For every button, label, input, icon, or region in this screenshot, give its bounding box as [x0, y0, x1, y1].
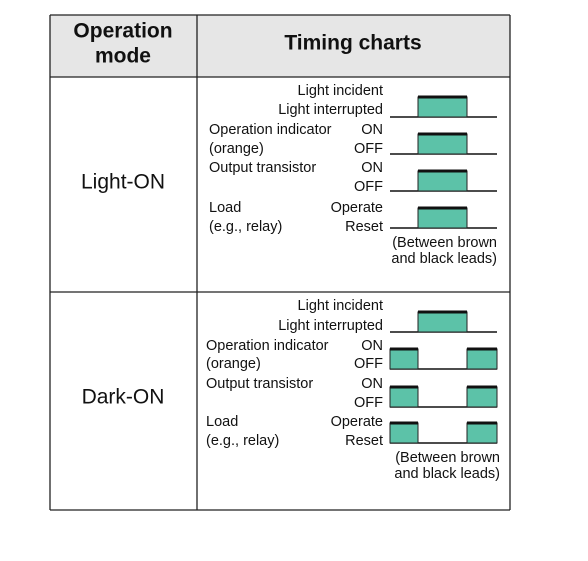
pulse	[466, 348, 498, 370]
signal-name: Load	[206, 414, 238, 430]
note: (Between brown	[395, 450, 500, 466]
pulse	[466, 422, 498, 444]
pulse	[417, 133, 468, 155]
header-bg	[50, 15, 510, 77]
pulse	[389, 422, 419, 444]
state-label: ON	[361, 122, 383, 138]
state-label: Light interrupted	[278, 318, 383, 334]
state-label: Reset	[345, 433, 383, 449]
state-label: ON	[361, 338, 383, 354]
note: (Between brown	[392, 235, 497, 251]
note: and black leads)	[394, 466, 500, 482]
mode-label: Dark-ON	[82, 386, 165, 409]
signal-name: (orange)	[209, 141, 264, 157]
state-label: ON	[361, 160, 383, 176]
header-timing: Timing charts	[284, 32, 421, 55]
state-label: Light interrupted	[278, 102, 383, 118]
pulse	[417, 311, 468, 333]
signal-name: (orange)	[206, 356, 261, 372]
state-label: Reset	[345, 219, 383, 235]
state-label: OFF	[354, 356, 383, 372]
state-label: Light incident	[298, 298, 383, 314]
state-label: ON	[361, 376, 383, 392]
table-lines	[49, 14, 511, 511]
signal-name: Output transistor	[209, 160, 316, 176]
pulse	[466, 386, 498, 408]
pulse	[389, 348, 419, 370]
state-label: OFF	[354, 141, 383, 157]
signal-name: (e.g., relay)	[206, 433, 279, 449]
state-label: Operate	[331, 414, 383, 430]
header-mode: Operation	[73, 20, 172, 43]
header-mode: mode	[95, 45, 151, 68]
pulse	[417, 96, 468, 118]
pulse	[389, 386, 419, 408]
signal-name: Load	[209, 200, 241, 216]
signal-name: Operation indicator	[209, 122, 332, 138]
state-label: Light incident	[298, 83, 383, 99]
pulse	[417, 170, 468, 192]
note: and black leads)	[391, 251, 497, 267]
signal-name: Output transistor	[206, 376, 313, 392]
state-label: OFF	[354, 395, 383, 411]
signal-name: (e.g., relay)	[209, 219, 282, 235]
state-label: Operate	[331, 200, 383, 216]
state-label: OFF	[354, 179, 383, 195]
mode-label: Light-ON	[81, 171, 165, 194]
pulse	[417, 207, 468, 229]
signal-name: Operation indicator	[206, 338, 329, 354]
